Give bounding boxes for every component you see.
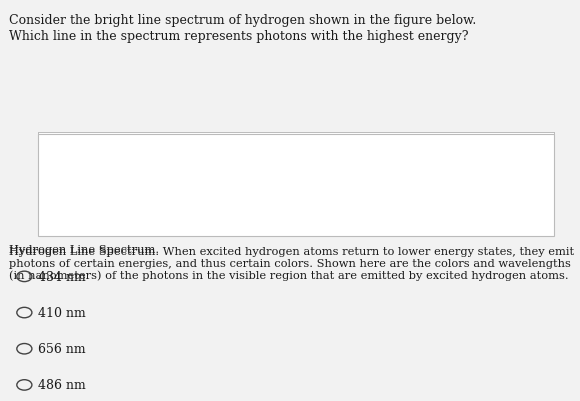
Text: 410 nm: 410 nm (38, 306, 85, 319)
Text: Hydrogen Line Spectrum.: Hydrogen Line Spectrum. (9, 245, 159, 255)
Text: 486 nm: 486 nm (126, 134, 171, 147)
Text: 656 nm: 656 nm (426, 134, 470, 147)
Text: 434 nm: 434 nm (75, 134, 119, 147)
Text: Consider the bright line spectrum of hydrogen shown in the figure below.: Consider the bright line spectrum of hyd… (9, 14, 476, 27)
Text: 486 nm: 486 nm (38, 379, 85, 391)
Text: 434 nm: 434 nm (38, 270, 85, 283)
Text: Hydrogen Line Spectrum. When excited hydrogen atoms return to lower energy state: Hydrogen Line Spectrum. When excited hyd… (9, 247, 574, 280)
Text: 410 nm: 410 nm (44, 134, 89, 147)
Text: 656 nm: 656 nm (38, 342, 85, 355)
Text: Which line in the spectrum represents photons with the highest energy?: Which line in the spectrum represents ph… (9, 30, 468, 43)
